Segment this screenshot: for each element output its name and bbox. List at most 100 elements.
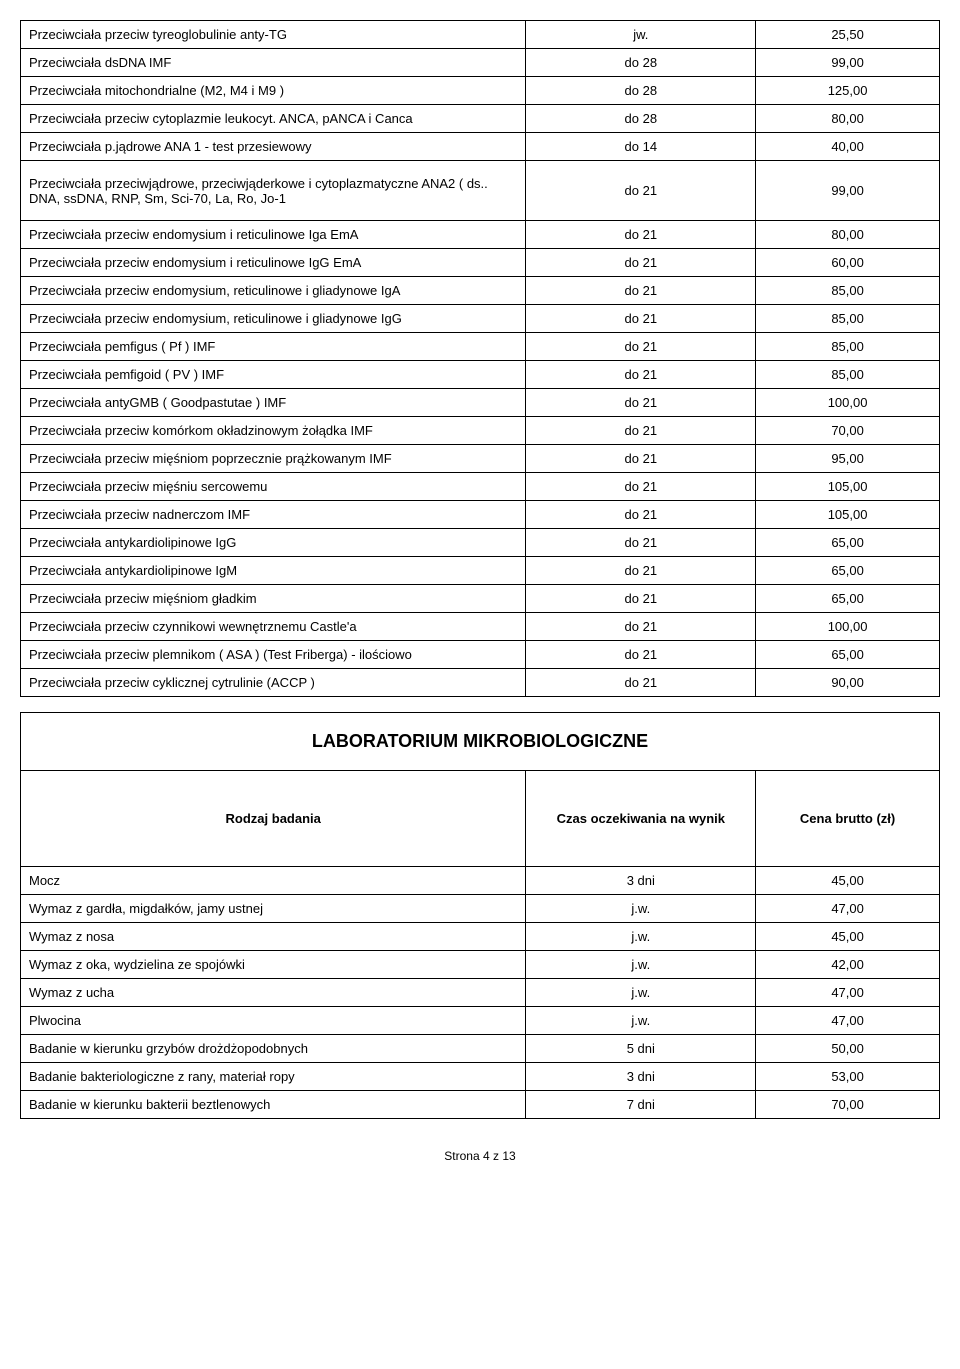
- cell-price: 95,00: [756, 445, 940, 473]
- cell-time: do 21: [526, 669, 756, 697]
- cell-time: do 21: [526, 221, 756, 249]
- table-row: Przeciwciała pemfigus ( Pf ) IMFdo 2185,…: [21, 333, 940, 361]
- cell-price: 47,00: [756, 895, 940, 923]
- table-row: Przeciwciała przeciw mięśniom gładkimdo …: [21, 585, 940, 613]
- cell-price: 60,00: [756, 249, 940, 277]
- col-header-time: Czas oczekiwania na wynik: [526, 771, 756, 867]
- table-row: Przeciwciała przeciw cyklicznej cytrulin…: [21, 669, 940, 697]
- cell-price: 65,00: [756, 529, 940, 557]
- cell-price: 45,00: [756, 867, 940, 895]
- cell-name: Przeciwciała przeciw endomysium i reticu…: [21, 249, 526, 277]
- cell-name: Przeciwciała przeciw plemnikom ( ASA ) (…: [21, 641, 526, 669]
- table-row: Mocz3 dni45,00: [21, 867, 940, 895]
- cell-time: 5 dni: [526, 1035, 756, 1063]
- cell-name: Wymaz z ucha: [21, 979, 526, 1007]
- table-row: Przeciwciała dsDNA IMFdo 2899,00: [21, 49, 940, 77]
- cell-name: Przeciwciała antykardiolipinowe IgM: [21, 557, 526, 585]
- cell-time: do 21: [526, 417, 756, 445]
- cell-name: Wymaz z nosa: [21, 923, 526, 951]
- table-row: Badanie w kierunku grzybów drożdżopodobn…: [21, 1035, 940, 1063]
- section-header-row: LABORATORIUM MIKROBIOLOGICZNE: [21, 713, 940, 771]
- cell-price: 85,00: [756, 305, 940, 333]
- cell-time: do 21: [526, 557, 756, 585]
- cell-name: Przeciwciała pemfigoid ( PV ) IMF: [21, 361, 526, 389]
- cell-name: Przeciwciała antyGMB ( Goodpastutae ) IM…: [21, 389, 526, 417]
- cell-name: Wymaz z oka, wydzielina ze spojówki: [21, 951, 526, 979]
- cell-price: 100,00: [756, 613, 940, 641]
- cell-price: 80,00: [756, 105, 940, 133]
- cell-name: Przeciwciała przeciw komórkom okładzinow…: [21, 417, 526, 445]
- cell-name: Przeciwciała przeciw cyklicznej cytrulin…: [21, 669, 526, 697]
- cell-price: 70,00: [756, 417, 940, 445]
- column-header-row: Rodzaj badania Czas oczekiwania na wynik…: [21, 771, 940, 867]
- cell-name: Przeciwciała przeciw endomysium, reticul…: [21, 277, 526, 305]
- table-row: Przeciwciała przeciw cytoplazmie leukocy…: [21, 105, 940, 133]
- cell-time: do 21: [526, 473, 756, 501]
- table-row: Wymaz z gardła, migdałków, jamy ustnejj.…: [21, 895, 940, 923]
- section-title: LABORATORIUM MIKROBIOLOGICZNE: [21, 713, 940, 771]
- table-row: Przeciwciała przeciw endomysium, reticul…: [21, 305, 940, 333]
- table-row: Przeciwciała antykardiolipinowe IgGdo 21…: [21, 529, 940, 557]
- table-row: Przeciwciała przeciw plemnikom ( ASA ) (…: [21, 641, 940, 669]
- cell-name: Badanie bakteriologiczne z rany, materia…: [21, 1063, 526, 1091]
- cell-time: do 21: [526, 333, 756, 361]
- page: Przeciwciała przeciw tyreoglobulinie ant…: [20, 20, 940, 1163]
- cell-time: 3 dni: [526, 867, 756, 895]
- table-row: Przeciwciała przeciw tyreoglobulinie ant…: [21, 21, 940, 49]
- cell-time: j.w.: [526, 923, 756, 951]
- cell-name: Przeciwciała przeciw mięśniu sercowemu: [21, 473, 526, 501]
- cell-price: 53,00: [756, 1063, 940, 1091]
- cell-name: Badanie w kierunku grzybów drożdżopodobn…: [21, 1035, 526, 1063]
- cell-time: do 21: [526, 501, 756, 529]
- cell-price: 65,00: [756, 641, 940, 669]
- cell-name: Przeciwciała przeciwjądrowe, przeciwjąde…: [21, 161, 526, 221]
- cell-price: 47,00: [756, 979, 940, 1007]
- cell-price: 65,00: [756, 557, 940, 585]
- cell-name: Mocz: [21, 867, 526, 895]
- cell-price: 80,00: [756, 221, 940, 249]
- cell-name: Przeciwciała przeciw cytoplazmie leukocy…: [21, 105, 526, 133]
- table-row: Przeciwciała przeciw endomysium i reticu…: [21, 249, 940, 277]
- cell-time: do 21: [526, 161, 756, 221]
- cell-time: do 21: [526, 585, 756, 613]
- table-row: Przeciwciała przeciw komórkom okładzinow…: [21, 417, 940, 445]
- cell-name: Przeciwciała przeciw endomysium i reticu…: [21, 221, 526, 249]
- cell-price: 45,00: [756, 923, 940, 951]
- cell-price: 90,00: [756, 669, 940, 697]
- cell-name: Przeciwciała przeciw mięśniom gładkim: [21, 585, 526, 613]
- cell-price: 47,00: [756, 1007, 940, 1035]
- cell-time: do 21: [526, 445, 756, 473]
- cell-time: j.w.: [526, 979, 756, 1007]
- col-header-name: Rodzaj badania: [21, 771, 526, 867]
- table-row: Przeciwciała antykardiolipinowe IgMdo 21…: [21, 557, 940, 585]
- cell-time: 7 dni: [526, 1091, 756, 1119]
- cell-price: 100,00: [756, 389, 940, 417]
- table-row: Przeciwciała przeciw endomysium, reticul…: [21, 277, 940, 305]
- cell-time: do 21: [526, 305, 756, 333]
- table-row: Wymaz z oka, wydzielina ze spojówkij.w.4…: [21, 951, 940, 979]
- table-row: Przeciwciała pemfigoid ( PV ) IMFdo 2185…: [21, 361, 940, 389]
- cell-name: Wymaz z gardła, migdałków, jamy ustnej: [21, 895, 526, 923]
- cell-name: Przeciwciała antykardiolipinowe IgG: [21, 529, 526, 557]
- cell-price: 125,00: [756, 77, 940, 105]
- table-row: Przeciwciała p.jądrowe ANA 1 - test prze…: [21, 133, 940, 161]
- cell-price: 40,00: [756, 133, 940, 161]
- cell-name: Przeciwciała p.jądrowe ANA 1 - test prze…: [21, 133, 526, 161]
- cell-time: j.w.: [526, 1007, 756, 1035]
- cell-time: j.w.: [526, 895, 756, 923]
- table-row: Wymaz z uchaj.w.47,00: [21, 979, 940, 1007]
- cell-time: do 28: [526, 105, 756, 133]
- cell-price: 105,00: [756, 473, 940, 501]
- cell-time: do 21: [526, 277, 756, 305]
- table-row: Przeciwciała przeciw mięśniu sercowemudo…: [21, 473, 940, 501]
- cell-time: do 21: [526, 613, 756, 641]
- cell-time: do 21: [526, 641, 756, 669]
- cell-name: Przeciwciała pemfigus ( Pf ) IMF: [21, 333, 526, 361]
- cell-price: 70,00: [756, 1091, 940, 1119]
- cell-name: Przeciwciała przeciw mięśniom poprzeczni…: [21, 445, 526, 473]
- cell-price: 99,00: [756, 49, 940, 77]
- cell-price: 42,00: [756, 951, 940, 979]
- cell-name: Przeciwciała mitochondrialne (M2, M4 i M…: [21, 77, 526, 105]
- cell-time: do 21: [526, 249, 756, 277]
- cell-name: Plwocina: [21, 1007, 526, 1035]
